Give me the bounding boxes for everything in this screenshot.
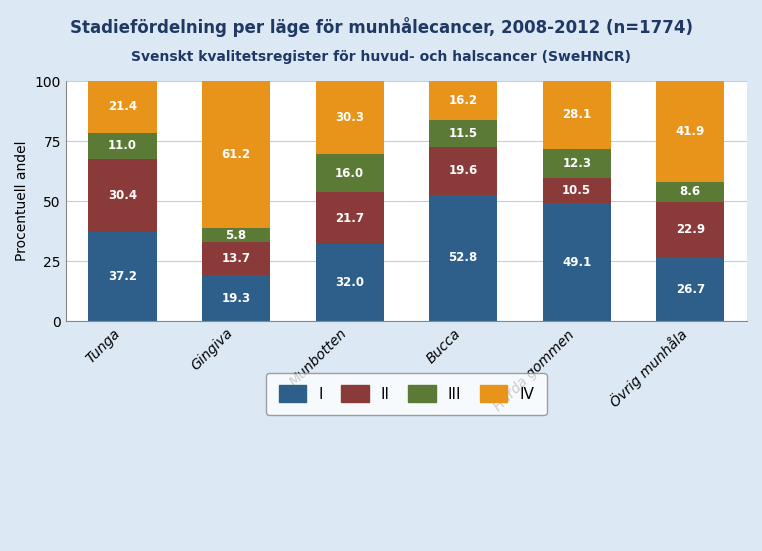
Text: 32.0: 32.0 — [335, 277, 364, 289]
Bar — [202, 275, 271, 321]
Bar — [202, 242, 271, 275]
Text: 8.6: 8.6 — [680, 185, 701, 198]
Text: 52.8: 52.8 — [449, 251, 478, 264]
Bar — [543, 149, 611, 178]
Text: 30.4: 30.4 — [108, 189, 137, 202]
Bar — [88, 159, 157, 232]
Bar — [315, 245, 384, 321]
Text: 49.1: 49.1 — [562, 256, 591, 269]
Text: 19.3: 19.3 — [222, 291, 251, 305]
Text: 16.2: 16.2 — [449, 94, 478, 107]
Y-axis label: Procentuell andel: Procentuell andel — [15, 141, 29, 262]
Text: 28.1: 28.1 — [562, 109, 591, 121]
Bar — [88, 232, 157, 321]
Text: 21.4: 21.4 — [108, 100, 137, 114]
Text: 5.8: 5.8 — [226, 229, 247, 242]
Text: 11.5: 11.5 — [449, 127, 478, 140]
Text: 22.9: 22.9 — [676, 223, 705, 236]
Text: 21.7: 21.7 — [335, 212, 364, 225]
Text: 10.5: 10.5 — [562, 184, 591, 197]
Text: 19.6: 19.6 — [449, 164, 478, 177]
Text: Stadiefördelning per läge för munhålecancer, 2008-2012 (n=1774): Stadiefördelning per läge för munhålecan… — [69, 17, 693, 36]
Text: 37.2: 37.2 — [108, 270, 137, 283]
Text: Svenskt kvalitetsregister för huvud- och halscancer (SweHNCR): Svenskt kvalitetsregister för huvud- och… — [131, 50, 631, 63]
Bar — [429, 148, 498, 195]
Bar — [656, 202, 725, 257]
Bar — [656, 181, 725, 202]
Bar — [202, 81, 271, 228]
Text: 16.0: 16.0 — [335, 166, 364, 180]
Text: 26.7: 26.7 — [676, 283, 705, 296]
Text: 30.3: 30.3 — [335, 111, 364, 124]
Text: 41.9: 41.9 — [676, 125, 705, 138]
Text: 12.3: 12.3 — [562, 157, 591, 170]
Text: 61.2: 61.2 — [222, 148, 251, 161]
Bar — [88, 133, 157, 159]
Legend: I, II, III, IV: I, II, III, IV — [266, 372, 546, 415]
Bar — [315, 154, 384, 192]
Bar — [656, 257, 725, 321]
Bar — [88, 81, 157, 133]
Bar — [429, 120, 498, 148]
Bar — [543, 81, 611, 149]
Bar — [202, 228, 271, 242]
Bar — [315, 192, 384, 245]
Bar — [315, 81, 384, 154]
Bar — [429, 195, 498, 321]
Bar — [429, 81, 498, 120]
Bar — [656, 81, 725, 181]
Bar — [543, 203, 611, 321]
Text: 13.7: 13.7 — [222, 252, 251, 265]
Bar — [543, 178, 611, 203]
Text: 11.0: 11.0 — [108, 139, 137, 152]
